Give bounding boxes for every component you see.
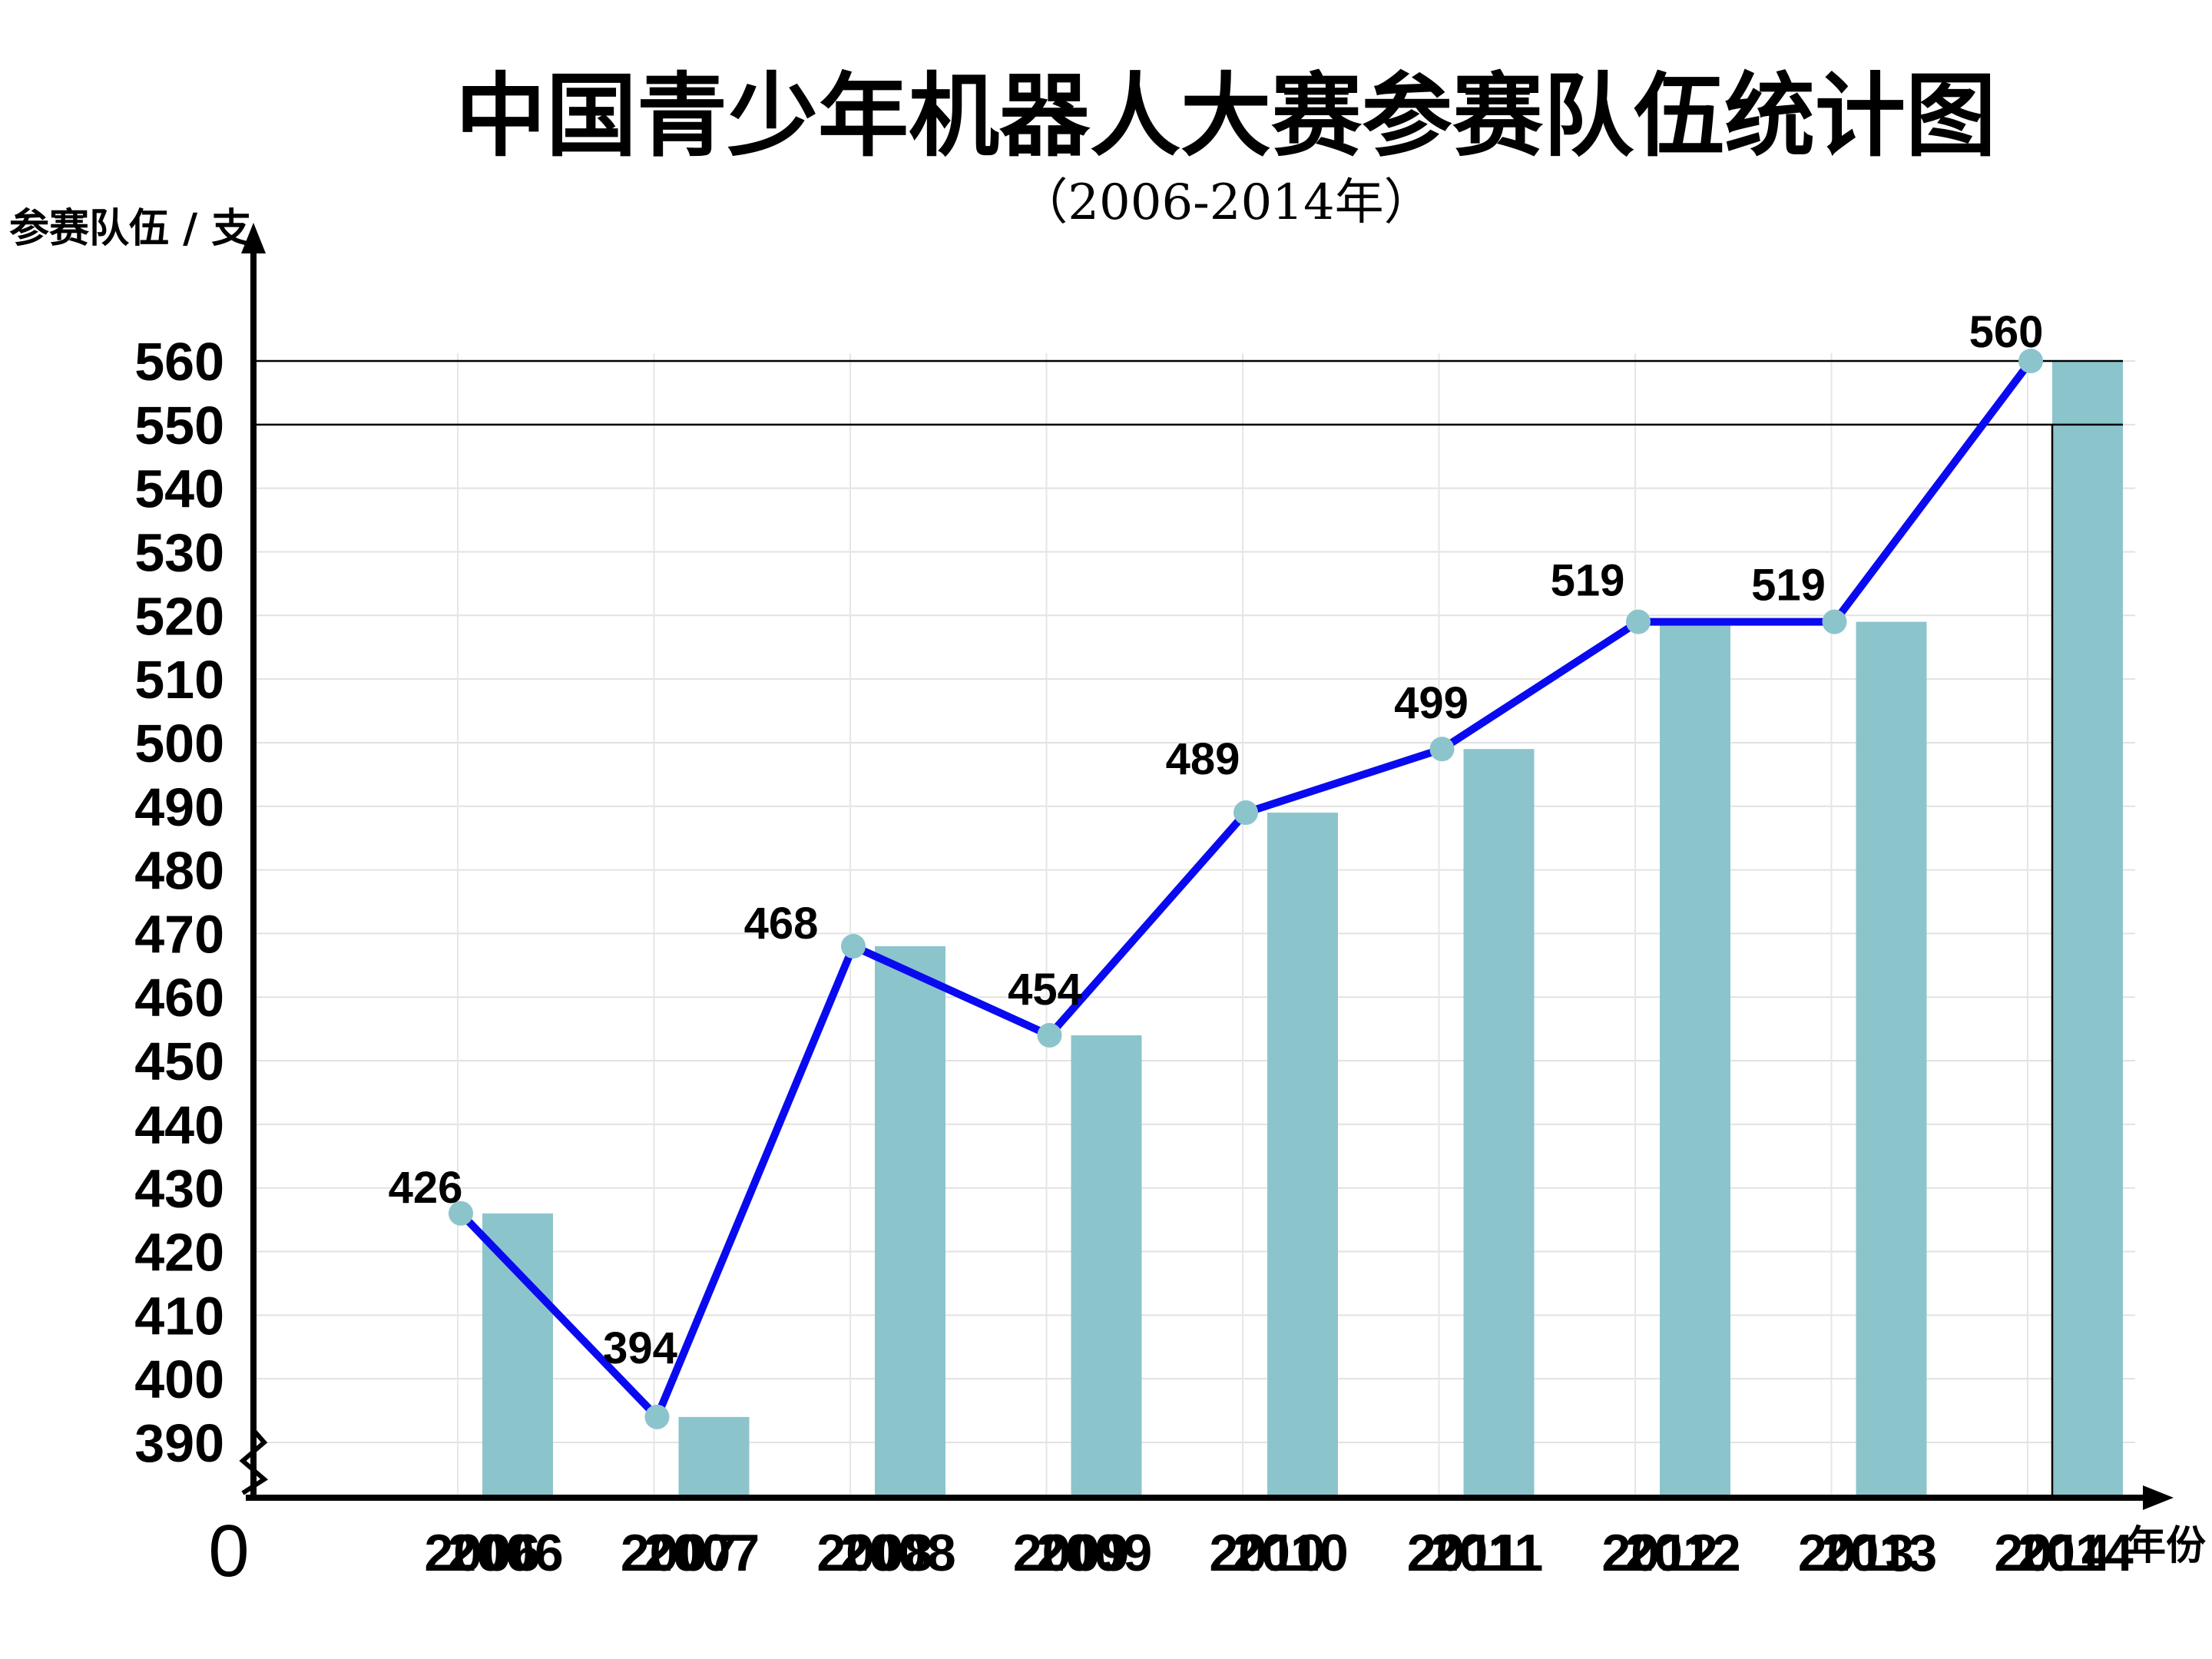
x-tick-label-shadow: 2012: [1624, 1524, 1740, 1582]
bar-series: [482, 361, 2123, 1498]
origin-label: 0: [208, 1510, 249, 1592]
x-tick-label: 2008: [816, 1524, 932, 1582]
bar: [482, 1213, 553, 1498]
x-tick-label: 2014: [1994, 1524, 2110, 1582]
y-tick-label: 510: [134, 650, 224, 710]
x-tick-label: 2012: [1601, 1524, 1717, 1582]
series-marker: [1233, 800, 1258, 826]
x-axis-label: 年份: [2126, 1522, 2206, 1569]
x-tick-label-shadow: 2014: [2017, 1524, 2133, 1582]
series-marker: [449, 1200, 473, 1226]
y-axis-label: 参赛队伍 / 支: [9, 205, 251, 252]
x-tick-label: 2006: [424, 1524, 540, 1582]
bar: [2052, 361, 2123, 1498]
x-tick-label: 2009: [1013, 1524, 1129, 1582]
line-series: [449, 349, 2043, 1429]
y-tick-label: 520: [134, 586, 224, 646]
y-tick-label: 480: [134, 841, 224, 901]
y-tick-label: 450: [134, 1031, 224, 1091]
x-tick-label: 2011: [1407, 1524, 1521, 1582]
series-marker: [644, 1404, 670, 1429]
data-label: 519: [1751, 561, 1826, 611]
x-tick-label: 2007: [621, 1524, 737, 1582]
series-marker: [1822, 609, 1847, 634]
x-tick-label: 2010: [1209, 1524, 1325, 1582]
chart-subtitle: （2006-2014年）: [1018, 174, 1432, 231]
data-labels: 426 394 468 454 489 499 519 519 560: [389, 307, 2044, 1373]
data-label: 489: [1166, 734, 1240, 784]
series-marker: [1429, 737, 1455, 762]
x-tick-label-shadow: 2013: [1821, 1524, 1937, 1582]
y-tick-label: 410: [134, 1286, 224, 1346]
data-label: 426: [389, 1163, 463, 1213]
y-tick-label: 430: [134, 1159, 224, 1219]
y-tick-label: 400: [134, 1349, 224, 1409]
data-label: 519: [1551, 556, 1625, 606]
bar: [1071, 1035, 1142, 1498]
data-label: 394: [603, 1323, 677, 1373]
x-tick-label-shadow: 2011: [1430, 1524, 1544, 1582]
y-tick-label: 420: [134, 1223, 224, 1283]
axis-break-mark: [239, 1429, 269, 1495]
y-tick-label: 390: [134, 1413, 224, 1473]
x-tick-label-shadow: 2006: [447, 1524, 563, 1582]
y-tick-labels: 3904004104204304404504604704804905005105…: [134, 332, 224, 1473]
bar: [1856, 621, 1927, 1498]
y-tick-label: 540: [134, 459, 224, 519]
axes: [239, 223, 2174, 1510]
y-axis-arrow: [241, 223, 266, 253]
bar: [1463, 749, 1535, 1498]
y-tick-label: 460: [134, 968, 224, 1028]
series-marker: [1037, 1022, 1062, 1048]
series-marker: [1626, 609, 1651, 634]
y-tick-label: 490: [134, 777, 224, 837]
data-label: 468: [744, 899, 819, 949]
y-tick-label: 470: [134, 904, 224, 964]
series-marker: [2018, 349, 2043, 373]
y-tick-label: 550: [134, 396, 224, 455]
guide-lines: [253, 359, 2123, 1498]
x-tick-label-shadow: 2010: [1232, 1524, 1348, 1582]
x-tick-label-shadow: 2007: [644, 1524, 760, 1582]
x-tick-label-shadow: 2009: [1036, 1524, 1152, 1582]
y-tick-label: 530: [134, 522, 224, 582]
data-label: 454: [1008, 965, 1082, 1015]
series-marker: [841, 933, 866, 959]
x-axis-arrow: [2143, 1485, 2174, 1510]
chart-title: 中国青少年机器人大赛参赛队伍统计图: [455, 62, 1996, 169]
series-line: [458, 358, 2034, 1424]
y-tick-label: 440: [134, 1095, 224, 1155]
bar: [678, 1416, 750, 1498]
y-tick-label: 560: [134, 332, 224, 392]
y-tick-label: 500: [134, 714, 224, 773]
bar: [1660, 621, 1730, 1498]
x-tick-label-shadow: 2008: [839, 1524, 955, 1582]
data-label: 560: [1969, 307, 2044, 357]
bar: [1267, 813, 1338, 1498]
data-label: 499: [1394, 678, 1469, 728]
bar: [875, 945, 945, 1498]
x-tick-label: 2013: [1798, 1524, 1914, 1582]
